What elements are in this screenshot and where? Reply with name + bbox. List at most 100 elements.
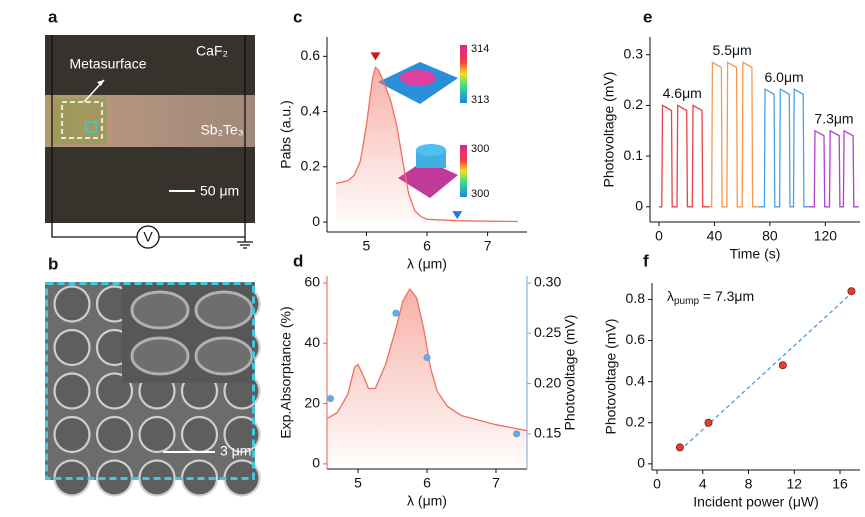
y-tick-label: 0.3 xyxy=(624,45,644,61)
x-tick-label: 4 xyxy=(699,476,707,492)
line xyxy=(708,61,759,208)
colorbar xyxy=(460,145,467,197)
x-tick-label: 6 xyxy=(423,475,431,491)
line xyxy=(758,88,809,208)
series-label: 7.3μm xyxy=(814,110,853,126)
x-axis-label: λ (μm) xyxy=(407,256,447,272)
line xyxy=(808,129,859,208)
x-tick-label: 5 xyxy=(362,238,370,254)
inset-surface xyxy=(398,160,458,198)
y-tick-label: 0.2 xyxy=(624,96,644,112)
colorbar-label: 314 xyxy=(471,43,489,55)
x-tick-label: 16 xyxy=(832,476,848,492)
y-tick-label: 0 xyxy=(312,455,320,471)
arrow-head xyxy=(97,80,104,86)
point xyxy=(704,418,713,427)
x-tick-label: 40 xyxy=(707,228,723,244)
panel-label: d xyxy=(293,251,303,270)
y-tick-label: 0.4 xyxy=(626,372,646,388)
pillar xyxy=(138,415,176,454)
x-tick-label: 7 xyxy=(492,475,500,491)
x-tick-label: 5 xyxy=(354,475,362,491)
pillar xyxy=(53,372,91,410)
annotation: λpump = 7.3μm xyxy=(667,288,754,307)
pillar xyxy=(130,290,190,330)
inset-pillar xyxy=(416,144,446,156)
x-tick-label: 6 xyxy=(423,238,431,254)
y2-tick-label: 0.15 xyxy=(534,425,561,441)
x-tick-label: 0 xyxy=(655,228,663,244)
x-tick-label: 12 xyxy=(786,476,802,492)
point xyxy=(326,395,335,403)
x-tick-label: 0 xyxy=(653,476,661,492)
annotation-part: λ xyxy=(667,288,674,304)
y2-tick-label: 0.30 xyxy=(534,274,561,290)
y-tick-label: 0.2 xyxy=(626,413,646,429)
pillar xyxy=(194,290,254,330)
point xyxy=(423,353,431,362)
point xyxy=(392,309,400,317)
pillar xyxy=(180,415,219,454)
pillar xyxy=(223,415,261,454)
dashed-box xyxy=(61,101,103,139)
dashed-border xyxy=(45,282,255,480)
voltmeter xyxy=(136,225,160,249)
series-label: 5.5μm xyxy=(713,42,752,58)
pillar xyxy=(130,336,190,376)
panel-label: c xyxy=(293,7,302,26)
colorbar-label: 300 xyxy=(471,143,489,155)
y2-axis-label: Photovoltage (mV) xyxy=(562,315,578,431)
scale-label: 3 μm xyxy=(220,443,251,459)
pillar xyxy=(95,415,134,454)
colorbar-label: 300 xyxy=(471,188,489,200)
inset-pillar xyxy=(400,70,436,86)
scale-label: 50 μm xyxy=(200,183,239,199)
y2-tick-label: 0.20 xyxy=(534,374,561,390)
y-tick-label: 60 xyxy=(304,274,320,290)
series-label: 6.0μm xyxy=(765,69,804,85)
y2-tick-label: 0.25 xyxy=(534,324,561,340)
peak-marker xyxy=(452,211,463,220)
series-label: 4.6μm xyxy=(663,85,702,101)
x-tick-label: 8 xyxy=(745,476,753,492)
image-label: Sb₂Te₃ xyxy=(200,122,243,138)
line xyxy=(659,104,709,208)
line xyxy=(679,292,852,451)
colorbar xyxy=(460,45,467,103)
voltmeter-label: V xyxy=(143,229,153,245)
y-axis-label: Exp.Absorptance (%) xyxy=(278,306,294,438)
y-axis-label: Pabs (a.u.) xyxy=(278,100,294,168)
line xyxy=(326,287,528,432)
x-axis-label: Incident power (μW) xyxy=(693,494,819,510)
metasurface-patch xyxy=(52,98,107,144)
pillar xyxy=(53,415,91,454)
y-tick-label: 0.2 xyxy=(301,158,321,174)
y-tick-label: 0.6 xyxy=(626,331,646,347)
point xyxy=(778,361,787,370)
point xyxy=(513,430,521,438)
y-tick-label: 0.6 xyxy=(301,47,321,63)
line xyxy=(335,66,518,223)
peak-marker xyxy=(370,52,381,61)
area-fill xyxy=(336,67,518,223)
pillar xyxy=(194,336,254,376)
image-label: CaF₂ xyxy=(196,43,228,59)
panel-label: b xyxy=(48,254,58,273)
point xyxy=(675,443,684,452)
area-fill xyxy=(327,289,527,464)
x-tick-label: 7 xyxy=(484,238,492,254)
pillar xyxy=(53,328,91,367)
x-axis-label: Time (s) xyxy=(730,246,781,262)
y-tick-label: 0.8 xyxy=(626,290,646,306)
point xyxy=(847,287,856,296)
panel-label: e xyxy=(643,7,652,26)
cyan-box xyxy=(85,121,97,133)
x-tick-label: 120 xyxy=(814,228,838,244)
colorbar-label: 313 xyxy=(471,94,489,106)
y-tick-label: 0.4 xyxy=(301,102,321,118)
y-axis-label: Photovoltage (mV) xyxy=(603,319,619,435)
y-tick-label: 0 xyxy=(637,455,645,471)
image-label: Metasurface xyxy=(69,56,146,72)
y-tick-label: 20 xyxy=(304,394,320,410)
